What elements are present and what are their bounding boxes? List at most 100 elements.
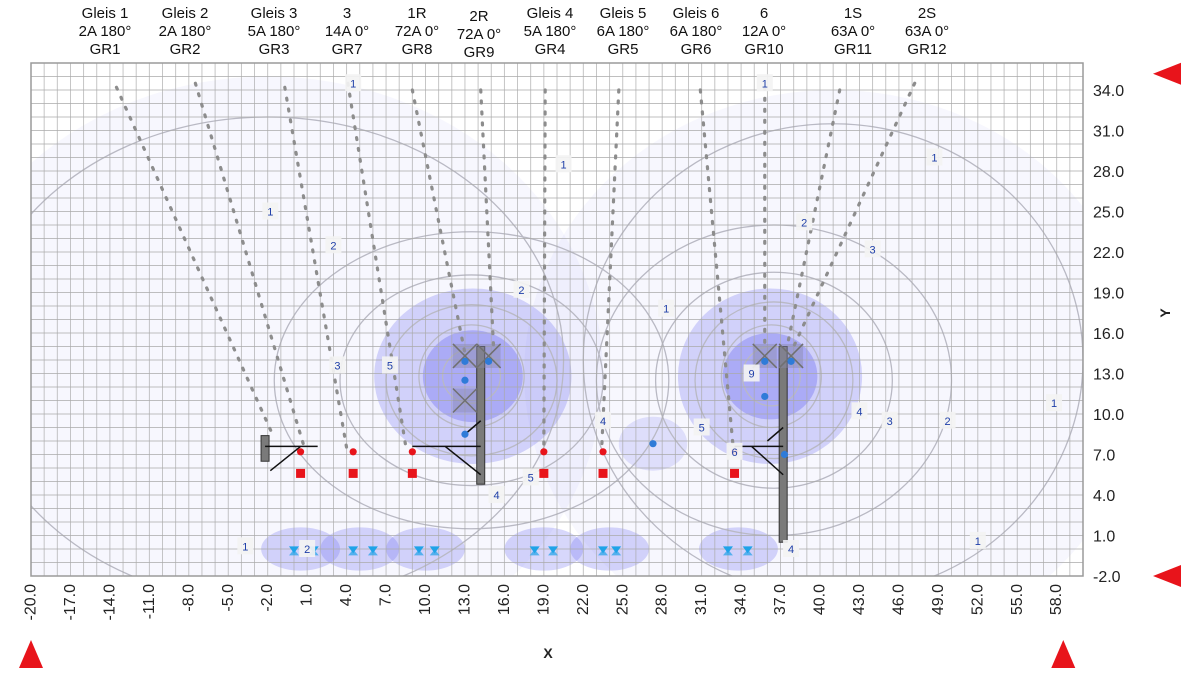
- header-line1: 1S: [844, 5, 862, 22]
- rail-point: [730, 468, 740, 478]
- isoline-label-text: 4: [788, 544, 794, 556]
- isoline-label-text: 3: [334, 360, 340, 372]
- isoline: [273, 231, 670, 530]
- return-current-marker: [289, 549, 299, 556]
- x-tick-label: 25.0: [614, 584, 631, 615]
- header-line2: 5A 180°: [524, 23, 577, 40]
- isoline-label-bg: [329, 356, 346, 374]
- isoline-label-text: 4: [493, 490, 499, 502]
- x-tick-label: 7.0: [378, 584, 395, 606]
- x-tick-label: -2.0: [259, 584, 276, 612]
- isoline-label-bg: [756, 74, 773, 92]
- header-line3: GR9: [464, 44, 495, 61]
- isoline-label-text: 1: [267, 207, 273, 219]
- isoline-value-label: 1: [262, 202, 279, 220]
- mast: [778, 346, 788, 543]
- isoline: [339, 274, 604, 487]
- return-current-marker: [367, 549, 378, 556]
- isoline-label-text: 2: [330, 240, 336, 252]
- header-line2: 2A 180°: [79, 23, 132, 40]
- header-line3: GR8: [402, 41, 433, 58]
- y-tick-label: 19.0: [1093, 286, 1124, 303]
- insulator-cross: [452, 387, 478, 414]
- contact-wire-point: [349, 448, 357, 456]
- plot-frame: [30, 62, 1084, 577]
- x-tick-label: -17.0: [62, 584, 79, 621]
- rail-point: [407, 468, 417, 478]
- isoline-label-bg: [864, 240, 881, 258]
- isoline-label-bg: [726, 442, 743, 460]
- field-hotspot: [422, 330, 523, 423]
- isoline-label-text: 9: [749, 369, 755, 381]
- return-current-marker: [548, 549, 559, 556]
- isoline-label-bg: [693, 418, 710, 436]
- header-line1: Gleis 4: [527, 5, 574, 22]
- x-tick-label: 58.0: [1048, 584, 1065, 615]
- header-line1: Gleis 6: [673, 5, 720, 22]
- isoline-label-bg: [1046, 394, 1063, 412]
- header-column-6: 6 12A 0° GR10: [742, 5, 786, 58]
- isoline-label-text: 5: [699, 423, 705, 435]
- isoline-label-bg: [381, 356, 398, 374]
- isoline-label-text: 5: [528, 472, 534, 484]
- y-tick-label: 22.0: [1093, 245, 1124, 262]
- header-column-2r: 2R 72A 0° GR9: [457, 8, 501, 61]
- isoline-value-label: 2: [796, 213, 813, 231]
- x-tick-label: 28.0: [654, 584, 671, 615]
- header-line1: 2R: [469, 8, 488, 25]
- conductor-guide-line: [792, 81, 917, 349]
- isoline-value-label: 1: [926, 148, 943, 166]
- isoline-label-bg: [299, 540, 316, 557]
- cantilever-brace: [444, 445, 482, 476]
- isoline-label-text: 1: [975, 536, 981, 548]
- insulator-cross: [752, 343, 778, 369]
- isoline-label-bg: [783, 540, 800, 557]
- header-column-3: 3 14A 0° GR7: [325, 5, 369, 58]
- feeder-point: [761, 392, 769, 401]
- isoline-label-text: 4: [600, 416, 606, 428]
- feeder-point: [787, 357, 795, 365]
- return-current-marker: [742, 549, 753, 556]
- isoline-label-bg: [658, 299, 675, 317]
- cantilever-brace: [751, 445, 784, 476]
- x-tick-label: -8.0: [180, 584, 197, 612]
- isoline-label-text: 6: [731, 447, 737, 459]
- header-line2: 72A 0°: [457, 26, 501, 43]
- x-tick-label: 13.0: [456, 584, 473, 615]
- isoline-label-text: 2: [518, 285, 524, 297]
- column-headers: Gleis 1 2A 180° GR1 Gleis 2 2A 180° GR2 …: [79, 5, 950, 61]
- y-tick-label: 25.0: [1093, 205, 1124, 222]
- x-tick-label: -20.0: [23, 584, 40, 621]
- x-tick-label: 55.0: [1009, 584, 1026, 615]
- isoline-label-text: 3: [870, 244, 876, 256]
- isoline-label-text: 4: [856, 406, 862, 418]
- isoline-label-bg: [513, 280, 530, 298]
- axes: -20.0 -17.0 -14.0 -11.0 -8.0 -5.0 -2.0 1.0 4.0 7.…: [19, 62, 1181, 668]
- header-line3: GR3: [259, 41, 290, 58]
- isoline-label-bg: [595, 411, 612, 429]
- x-tick-label: 49.0: [930, 584, 947, 615]
- x-tick-label: -14.0: [101, 584, 118, 621]
- header-column-gleis-6: Gleis 6 6A 180° GR6: [670, 5, 723, 58]
- conductor-guide-line: [346, 81, 408, 448]
- isoline-value-label: 1: [969, 531, 986, 549]
- isoline-label-bg: [488, 486, 505, 503]
- header-column-gleis-5: Gleis 5 6A 180° GR5: [597, 5, 650, 58]
- isoline-value-label: 4: [783, 540, 800, 557]
- rail-point: [296, 468, 306, 478]
- isoline-label-text: 2: [944, 416, 950, 428]
- isoline-label-text: 5: [387, 360, 393, 372]
- header-column-1s: 1S 63A 0° GR11: [831, 5, 875, 58]
- header-column-gleis-2: Gleis 2 2A 180° GR2: [159, 5, 212, 58]
- mast: [476, 346, 486, 485]
- isoline-value-label: 1: [1046, 394, 1063, 412]
- header-column-gleis-1: Gleis 1 2A 180° GR1: [79, 5, 132, 58]
- header-line3: GR11: [834, 41, 872, 58]
- x-tick-label: 19.0: [535, 584, 552, 615]
- isoline-value-label: 1: [345, 74, 362, 92]
- header-line1: 3: [343, 5, 351, 22]
- contact-wire-point: [296, 448, 305, 456]
- header-line3: GR1: [90, 41, 121, 58]
- header-column-1r: 1R 72A 0° GR8: [395, 5, 439, 58]
- header-line3: GR6: [681, 41, 712, 58]
